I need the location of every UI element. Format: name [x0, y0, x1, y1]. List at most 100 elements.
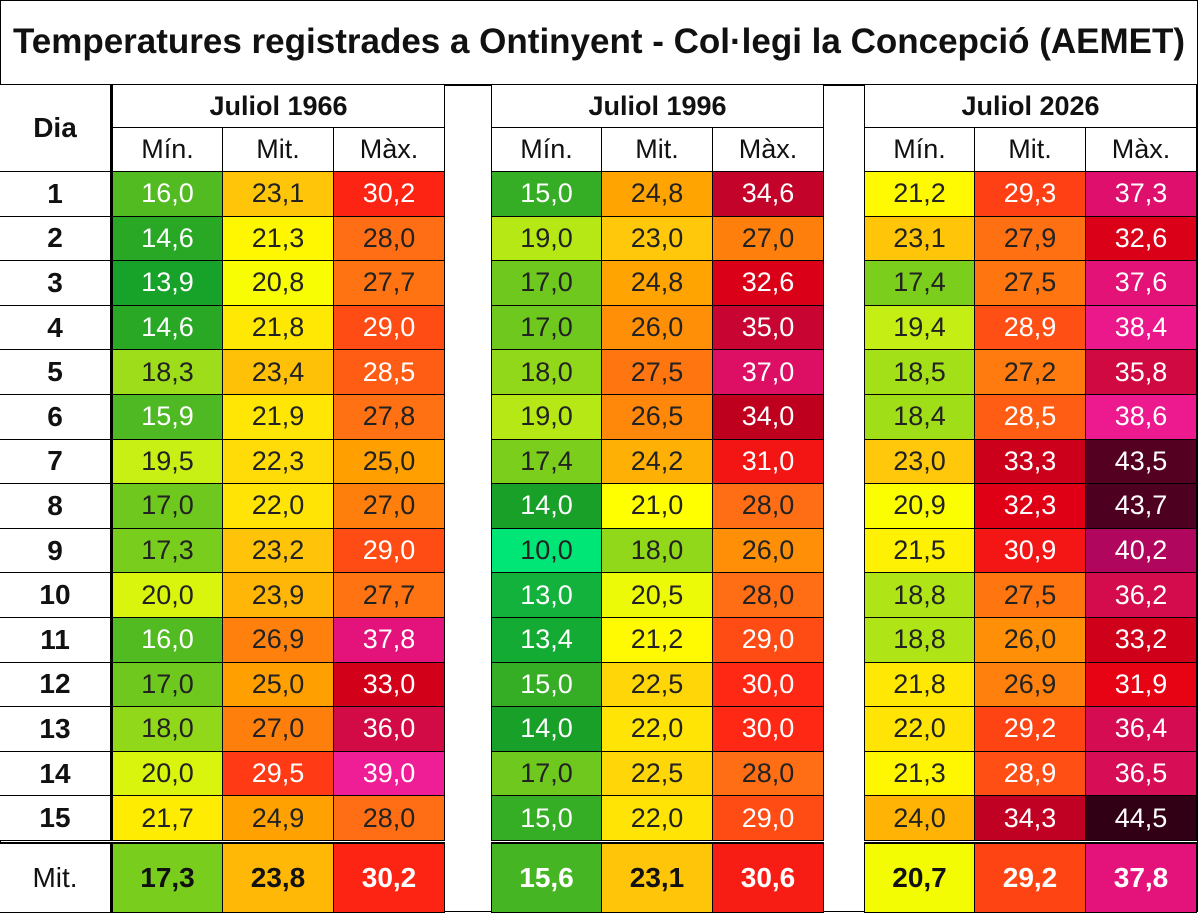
- temperature-cell-max: 43,5: [1086, 439, 1197, 485]
- temperature-cell-mit: 27,5: [975, 261, 1086, 306]
- temperature-cell-max: 36,0: [334, 707, 445, 752]
- temperature-cell-max: 37,0: [713, 350, 824, 395]
- temperature-cell-mit: 26,0: [975, 618, 1086, 663]
- temperature-cell-mit: 21,2: [602, 618, 713, 663]
- temperature-cell-max: 29,0: [334, 528, 445, 574]
- temperature-cell-max: 27,0: [334, 484, 445, 529]
- temperature-cell-mit: 20,5: [602, 573, 713, 618]
- temperature-cell-min: 21,7: [112, 796, 223, 841]
- temperature-cell-min: 20,0: [112, 573, 223, 618]
- temperature-cell-min: 21,5: [864, 528, 975, 574]
- column-header-max: Màx.: [334, 128, 445, 172]
- temperature-cell-max: 37,3: [1086, 172, 1197, 217]
- temperature-cell-mit: 24,2: [602, 439, 713, 485]
- temperature-cell-mit: 33,3: [975, 439, 1086, 485]
- temperature-cell-max: 27,8: [334, 395, 445, 440]
- temperature-cell-min: 19,5: [112, 439, 223, 485]
- temperature-cell-mit: 27,5: [602, 350, 713, 395]
- temperature-cell-max: 34,6: [713, 172, 824, 217]
- temperature-cell-mit: 26,5: [602, 395, 713, 440]
- average-divider: [491, 842, 824, 844]
- temperature-cell-mit: 32,3: [975, 484, 1086, 529]
- day-label: 7: [0, 439, 112, 485]
- average-cell-mit: 29,2: [975, 843, 1086, 913]
- temperature-cell-min: 19,0: [491, 395, 602, 440]
- temperature-cell-max: 38,4: [1086, 305, 1197, 351]
- table-title: Temperatures registrades a Ontinyent - C…: [0, 0, 1198, 86]
- temperature-cell-mit: 22,3: [223, 439, 334, 485]
- temperature-cell-max: 39,0: [334, 751, 445, 797]
- temperature-cell-mit: 23,4: [223, 350, 334, 395]
- temperature-cell-mit: 27,2: [975, 350, 1086, 395]
- temperature-cell-min: 20,9: [864, 484, 975, 529]
- day-label: 13: [0, 707, 112, 752]
- column-header-mit: Mit.: [602, 128, 713, 172]
- year-group-header: Juliol 1966: [112, 85, 445, 128]
- day-label: 3: [0, 261, 112, 306]
- year-group-header: Juliol 2026: [864, 85, 1197, 128]
- column-header-min: Mín.: [112, 128, 223, 172]
- temperature-cell-max: 27,7: [334, 573, 445, 618]
- temperature-cell-max: 36,5: [1086, 751, 1197, 797]
- temperature-cell-max: 38,6: [1086, 395, 1197, 440]
- temperature-cell-max: 37,8: [334, 618, 445, 663]
- temperature-cell-mit: 21,8: [223, 305, 334, 351]
- temperature-cell-min: 14,6: [112, 216, 223, 262]
- day-label: 1: [0, 172, 112, 217]
- temperature-cell-max: 27,0: [713, 216, 824, 262]
- temperature-cell-mit: 23,0: [602, 216, 713, 262]
- day-label: 6: [0, 395, 112, 440]
- day-label: 10: [0, 573, 112, 618]
- temperature-cell-min: 17,0: [112, 484, 223, 529]
- temperature-cell-min: 18,0: [491, 350, 602, 395]
- day-label: 5: [0, 350, 112, 395]
- temperature-cell-max: 31,9: [1086, 662, 1197, 708]
- temperature-cell-min: 17,0: [491, 261, 602, 306]
- temperature-cell-min: 18,3: [112, 350, 223, 395]
- temperature-cell-min: 14,0: [491, 484, 602, 529]
- temperature-cell-min: 10,0: [491, 528, 602, 574]
- average-cell-min: 20,7: [864, 843, 975, 913]
- day-label: 12: [0, 662, 112, 708]
- day-label: 2: [0, 216, 112, 262]
- temperature-cell-max: 37,6: [1086, 261, 1197, 306]
- temperature-cell-max: 31,0: [713, 439, 824, 485]
- temperature-cell-mit: 26,9: [223, 618, 334, 663]
- day-label: 9: [0, 528, 112, 574]
- temperature-cell-mit: 21,3: [223, 216, 334, 262]
- temperature-cell-mit: 28,9: [975, 305, 1086, 351]
- temperature-cell-max: 43,7: [1086, 484, 1197, 529]
- temperature-cell-mit: 22,0: [602, 796, 713, 841]
- temperature-cell-max: 28,0: [713, 573, 824, 618]
- temperature-cell-min: 23,1: [864, 216, 975, 262]
- temperature-cell-max: 29,0: [334, 305, 445, 351]
- temperature-cell-min: 17,0: [491, 305, 602, 351]
- temperature-cell-mit: 30,9: [975, 528, 1086, 574]
- temperature-cell-mit: 23,9: [223, 573, 334, 618]
- temperature-cell-mit: 24,9: [223, 796, 334, 841]
- day-label: 15: [0, 796, 112, 841]
- temperature-cell-min: 14,0: [491, 707, 602, 752]
- temperature-cell-min: 17,3: [112, 528, 223, 574]
- temperature-cell-max: 40,2: [1086, 528, 1197, 574]
- temperature-cell-min: 18,8: [864, 573, 975, 618]
- temperature-cell-mit: 27,5: [975, 573, 1086, 618]
- temperature-cell-mit: 26,0: [602, 305, 713, 351]
- temperature-cell-max: 30,0: [713, 707, 824, 752]
- column-header-mit: Mit.: [975, 128, 1086, 172]
- temperature-cell-min: 16,0: [112, 618, 223, 663]
- temperature-cell-max: 25,0: [334, 439, 445, 485]
- temperature-cell-min: 14,6: [112, 305, 223, 351]
- column-header-max: Màx.: [1086, 128, 1197, 172]
- temperature-cell-min: 24,0: [864, 796, 975, 841]
- temperature-cell-min: 15,0: [491, 796, 602, 841]
- temperature-cell-min: 18,5: [864, 350, 975, 395]
- temperature-cell-max: 32,6: [1086, 216, 1197, 262]
- temperature-cell-mit: 29,2: [975, 707, 1086, 752]
- average-cell-max: 30,6: [713, 843, 824, 913]
- temperature-cell-min: 19,0: [491, 216, 602, 262]
- temperature-cell-max: 27,7: [334, 261, 445, 306]
- temperature-cell-min: 17,4: [491, 439, 602, 485]
- temperature-cell-mit: 29,3: [975, 172, 1086, 217]
- temperature-cell-mit: 22,5: [602, 751, 713, 797]
